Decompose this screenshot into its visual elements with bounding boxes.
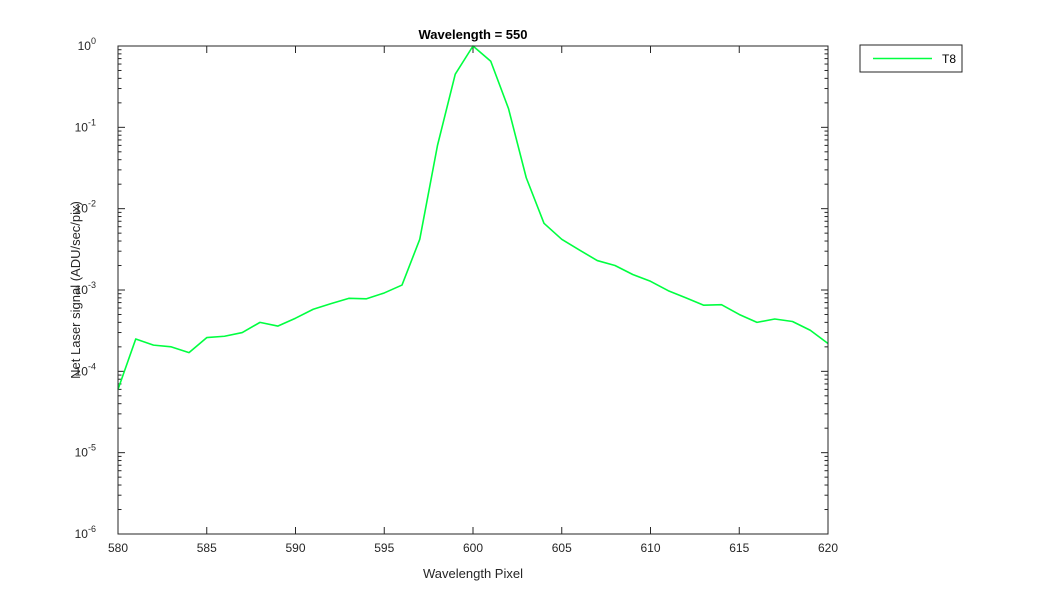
chart-title: Wavelength = 550 [419, 27, 528, 42]
x-tick-label-0: 580 [108, 541, 128, 555]
legend-label-t8: T8 [942, 52, 956, 66]
y-tick-label-1: 10-1 [75, 117, 96, 134]
x-tick-labels: 580 585 590 595 600 605 610 615 620 [108, 541, 838, 555]
y-tick-label-0: 100 [78, 36, 96, 53]
y-tick-label-5: 10-5 [75, 443, 96, 460]
x-tick-label-2: 590 [285, 541, 305, 555]
y-axis-label: Net Laser signal (ADU/sec/pix) [68, 201, 83, 379]
plot-background [118, 46, 828, 534]
x-tick-label-4: 600 [463, 541, 483, 555]
plot-frame [117, 45, 829, 535]
ticks [117, 45, 829, 535]
y-tick-label-6: 10-6 [75, 524, 96, 541]
x-tick-label-3: 595 [374, 541, 394, 555]
x-tick-label-7: 615 [729, 541, 749, 555]
legend: T8 [859, 44, 963, 73]
x-tick-label-1: 585 [197, 541, 217, 555]
x-tick-label-6: 610 [640, 541, 660, 555]
x-tick-label-8: 620 [818, 541, 838, 555]
x-axis-label: Wavelength Pixel [423, 566, 523, 581]
x-tick-label-5: 605 [552, 541, 572, 555]
